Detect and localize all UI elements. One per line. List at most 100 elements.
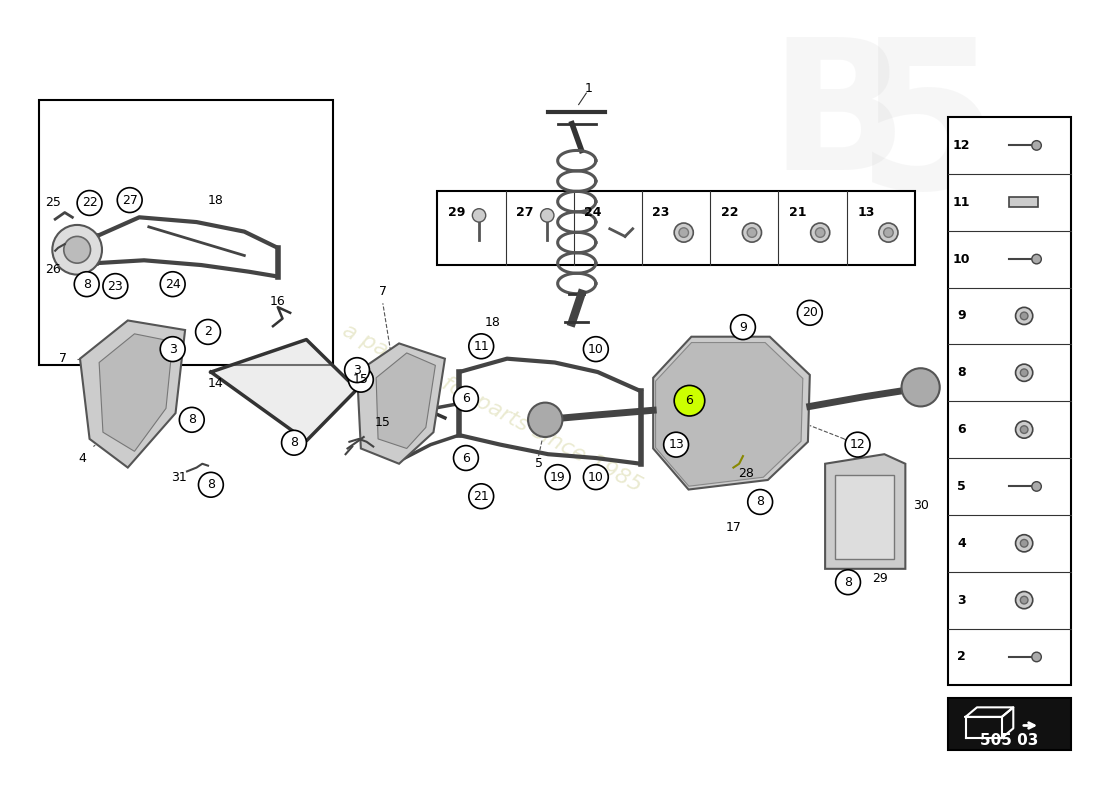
Text: 7: 7 <box>378 286 387 298</box>
Text: 8: 8 <box>82 278 90 290</box>
Circle shape <box>1021 312 1028 320</box>
Circle shape <box>1032 652 1042 662</box>
Circle shape <box>540 209 554 222</box>
Text: 25: 25 <box>45 197 62 210</box>
Polygon shape <box>825 454 905 569</box>
Text: 11: 11 <box>473 340 490 353</box>
Text: 3: 3 <box>353 364 361 377</box>
Text: 6: 6 <box>462 451 470 465</box>
Circle shape <box>75 272 99 297</box>
Circle shape <box>1021 426 1028 434</box>
Circle shape <box>1021 596 1028 604</box>
Text: 17: 17 <box>726 522 741 534</box>
Text: 20: 20 <box>802 306 817 319</box>
Text: 3: 3 <box>957 594 966 606</box>
Circle shape <box>747 228 757 238</box>
Circle shape <box>679 228 689 238</box>
Circle shape <box>845 432 870 457</box>
Bar <box>438 190 915 265</box>
Text: 16: 16 <box>270 295 286 308</box>
Circle shape <box>836 570 860 594</box>
Text: 5: 5 <box>535 458 542 470</box>
Text: 4: 4 <box>957 537 966 550</box>
Text: 22: 22 <box>720 206 738 219</box>
Circle shape <box>453 386 478 411</box>
Text: 12: 12 <box>849 438 866 451</box>
Text: 21: 21 <box>473 490 490 502</box>
Text: 18: 18 <box>485 316 501 329</box>
Text: 23: 23 <box>108 279 123 293</box>
Circle shape <box>1015 534 1033 552</box>
Circle shape <box>161 272 185 297</box>
Text: 15: 15 <box>353 373 369 386</box>
Circle shape <box>1032 482 1042 491</box>
Circle shape <box>469 484 494 509</box>
Polygon shape <box>376 353 436 449</box>
Text: 10: 10 <box>587 470 604 484</box>
Circle shape <box>161 337 185 362</box>
Circle shape <box>583 337 608 362</box>
Text: 29: 29 <box>871 572 888 585</box>
Text: 10: 10 <box>587 342 604 356</box>
Text: 7: 7 <box>58 352 67 365</box>
Circle shape <box>198 472 223 497</box>
Circle shape <box>883 228 893 238</box>
Circle shape <box>742 223 761 242</box>
Text: 6: 6 <box>957 423 966 436</box>
Text: 8: 8 <box>188 414 196 426</box>
Text: 27: 27 <box>516 206 534 219</box>
Circle shape <box>282 430 307 455</box>
Circle shape <box>748 490 772 514</box>
Text: 5: 5 <box>856 30 1001 232</box>
Circle shape <box>583 465 608 490</box>
Text: 15: 15 <box>375 416 390 429</box>
Circle shape <box>879 223 898 242</box>
Text: 21: 21 <box>789 206 806 219</box>
Text: 31: 31 <box>172 470 187 484</box>
Text: 8: 8 <box>207 478 215 491</box>
Text: 2: 2 <box>205 326 212 338</box>
Circle shape <box>1021 539 1028 547</box>
Circle shape <box>663 432 689 457</box>
Text: 8: 8 <box>844 576 852 589</box>
Circle shape <box>730 314 756 339</box>
Text: 9: 9 <box>739 321 747 334</box>
Circle shape <box>469 334 494 358</box>
Circle shape <box>528 402 562 437</box>
Circle shape <box>1021 369 1028 377</box>
Circle shape <box>674 386 705 416</box>
Text: 9: 9 <box>957 310 966 322</box>
Text: 6: 6 <box>685 394 693 407</box>
Polygon shape <box>358 343 444 464</box>
Bar <box>1009 198 1037 207</box>
Text: 24: 24 <box>165 278 180 290</box>
Text: 8: 8 <box>756 495 764 509</box>
Circle shape <box>453 446 478 470</box>
Text: 8: 8 <box>957 366 966 379</box>
Circle shape <box>1015 364 1033 382</box>
Text: 10: 10 <box>953 253 970 266</box>
Circle shape <box>344 358 370 382</box>
Circle shape <box>798 301 822 326</box>
Circle shape <box>77 190 102 215</box>
Circle shape <box>472 209 486 222</box>
Text: 24: 24 <box>584 206 602 219</box>
Bar <box>39 100 333 366</box>
Text: a passion for parts since 1985: a passion for parts since 1985 <box>340 321 646 496</box>
Text: 13: 13 <box>857 206 874 219</box>
Text: 12: 12 <box>953 139 970 152</box>
Text: 28: 28 <box>738 467 754 480</box>
Text: 2: 2 <box>957 650 966 663</box>
Circle shape <box>64 237 90 263</box>
Circle shape <box>815 228 825 238</box>
Circle shape <box>1015 421 1033 438</box>
Bar <box>948 117 1070 686</box>
Circle shape <box>546 465 570 490</box>
Text: 19: 19 <box>550 470 565 484</box>
Polygon shape <box>99 334 173 451</box>
Bar <box>948 698 1070 750</box>
Circle shape <box>811 223 829 242</box>
Text: 30: 30 <box>913 499 928 512</box>
Text: 4: 4 <box>78 451 86 465</box>
Text: 14: 14 <box>208 377 223 390</box>
